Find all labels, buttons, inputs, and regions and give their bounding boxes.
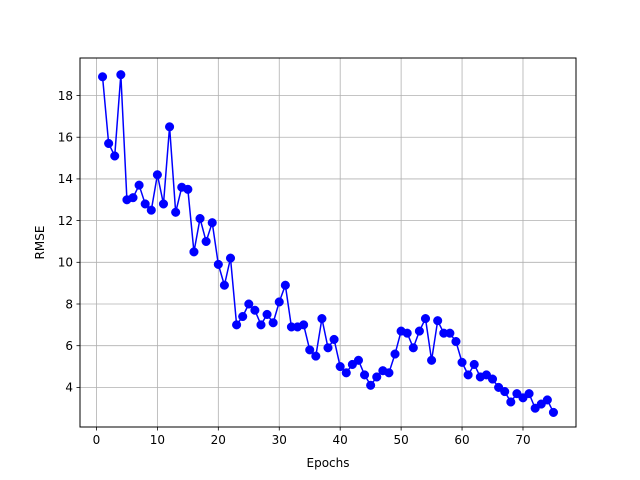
data-point [524,389,534,399]
data-point [323,343,333,353]
x-tick-label: 30 [272,433,287,447]
plot-frame [79,57,577,428]
data-point [152,170,162,180]
data-point [256,320,266,330]
data-point [104,138,114,149]
x-tick-label: 50 [393,433,408,447]
data-point [158,199,169,209]
data-point [506,397,516,407]
y-axis-label: RMSE [33,226,47,260]
x-tick-label: 40 [333,433,348,447]
data-point [469,359,479,370]
data-point [305,345,315,355]
data-point [311,351,321,361]
y-tick-label: 6 [65,339,73,353]
data-point [201,236,211,247]
x-tick-label: 60 [454,433,469,447]
data-point [427,355,437,365]
data-point [116,70,126,80]
x-axis-ticks: 0 10 20 30 40 50 60 70 [93,427,531,447]
data-point [262,309,272,319]
data-point [268,318,278,328]
data-point [250,305,260,315]
data-point [463,370,473,380]
data-point [244,299,254,309]
data-point [317,314,327,324]
data-point [238,311,248,322]
data-point [97,72,108,82]
data-point [134,180,144,190]
data-point [128,193,138,203]
y-tick-label: 12 [58,214,73,228]
data-point [500,387,510,397]
plot-area [80,58,576,427]
y-tick-label: 14 [58,172,73,186]
data-point [384,368,394,378]
y-tick-label: 8 [65,297,73,311]
data-point [110,151,120,161]
data-point [372,372,382,382]
data-point [140,199,150,209]
data-point [341,368,351,378]
data-point [335,361,345,372]
data-point [420,314,431,324]
data-point [329,334,339,344]
data-point [183,184,193,194]
data-point [390,349,400,359]
data-point [299,320,309,330]
data-point [445,328,455,338]
data-point [146,205,156,215]
data-point [360,370,370,380]
y-tick-label: 16 [58,131,73,145]
data-point [542,395,552,405]
data-point [195,213,205,224]
x-tick-label: 70 [515,433,530,447]
data-point [225,253,236,263]
data-point [408,343,418,353]
data-point [402,328,412,338]
x-tick-label: 20 [211,433,226,447]
data-point [232,320,242,330]
x-tick-label: 10 [150,433,165,447]
data-point [189,247,199,257]
y-tick-label: 10 [58,256,73,270]
data-point [414,326,424,336]
data-point [353,355,364,365]
y-tick-label: 18 [58,89,73,103]
data-point [280,280,290,290]
data-point [207,218,217,228]
data-point [165,122,175,132]
data-point [487,374,498,384]
data-point [171,207,181,217]
data-point [213,259,223,269]
y-tick-label: 4 [65,381,73,395]
x-axis-label: Epochs [307,456,350,470]
series-layer [97,70,559,417]
data-point [274,297,284,307]
data-point [433,316,443,326]
data-point [457,357,467,367]
y-axis-ticks: 4 6 8 10 12 14 16 18 [58,89,80,395]
data-point [366,380,376,390]
data-point [219,280,229,290]
data-point [451,336,461,347]
x-tick-label: 0 [93,433,101,447]
data-point [548,407,559,417]
